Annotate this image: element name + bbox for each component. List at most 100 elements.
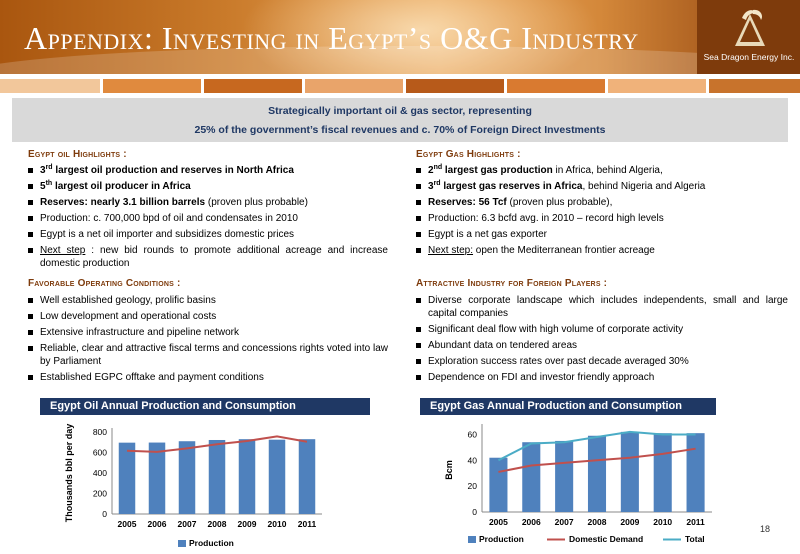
oil-bar-2007 [178, 441, 196, 514]
bullet-icon [28, 314, 33, 319]
oil-x-tick-label: 2008 [208, 519, 227, 529]
oil-highlights-list: 3rd largest oil production and reserves … [28, 164, 388, 273]
gas-x-tick-label: 2010 [653, 517, 672, 527]
bullet-icon [416, 343, 421, 348]
gas-highlights-list: 2nd largest gas production in Africa, be… [416, 164, 788, 260]
list-item: 2nd largest gas production in Africa, be… [416, 164, 788, 177]
sea-dragon-logo-icon [735, 9, 765, 46]
list-item: Well established geology, prolific basin… [28, 294, 388, 307]
bullet-icon [28, 184, 33, 189]
industry-title: Attractive Industry for Foreign Players … [416, 278, 608, 289]
oil-x-tick-label: 2005 [118, 519, 137, 529]
list-item: Next step: open the Mediterranean fronti… [416, 244, 788, 257]
list-item: 3rd largest oil production and reserves … [28, 164, 388, 177]
oil-bar-2011 [298, 439, 316, 514]
oil-x-tick-label: 2011 [298, 519, 317, 529]
oil-legend-label: Production [189, 538, 234, 548]
oil-x-tick-label: 2007 [178, 519, 197, 529]
list-item: Reserves: nearly 3.1 billion barrels (pr… [28, 196, 388, 209]
color-stripe-1 [0, 79, 100, 93]
oil-y-axis-title: Thousands bbl per day [64, 424, 74, 523]
list-item: Exploration success rates over past deca… [416, 355, 788, 368]
gas-bar-2009 [620, 431, 639, 512]
bullet-icon [28, 330, 33, 335]
color-stripe-5 [406, 79, 504, 93]
bullet-icon [28, 375, 33, 380]
bullet-icon [416, 168, 421, 173]
oil-production-chart: Thousands bbl per day 0 200 400 600 800 2005 20… [64, 424, 322, 548]
key-message-banner: Strategically important oil & gas sector… [12, 98, 788, 142]
gas-x-tick-label: 2008 [588, 517, 607, 527]
conditions-title: Favorable Operating Conditions : [28, 278, 181, 289]
list-item: Diverse corporate landscape which includ… [416, 294, 788, 320]
gas-y-tick-label: 0 [472, 507, 477, 517]
color-stripe-2 [103, 79, 201, 93]
oil-bar-2010 [268, 439, 286, 514]
oil-line-consumption [126, 435, 308, 453]
gas-x-tick-label: 2006 [522, 517, 541, 527]
color-stripe-8 [709, 79, 800, 93]
oil-highlights-title: Egypt oil Highlights : [28, 149, 127, 160]
list-item: Production: 6.3 bcfd avg. in 2010 – reco… [416, 212, 788, 225]
bullet-icon [416, 184, 421, 189]
list-item: Significant deal flow with high volume o… [416, 323, 788, 336]
bullet-icon [28, 216, 33, 221]
bullet-icon [416, 327, 421, 332]
color-stripe-6 [507, 79, 605, 93]
gas-chart-title: Egypt Gas Annual Production and Consumpt… [420, 398, 716, 415]
gas-line-domestic-demand [498, 447, 696, 473]
gas-line-total [497, 430, 696, 462]
gas-y-axis-title: Bcm [444, 460, 454, 480]
color-stripe-7 [608, 79, 706, 93]
gas-x-tick-label: 2009 [620, 517, 639, 527]
bullet-icon [416, 232, 421, 237]
gas-bar-2007 [555, 440, 574, 512]
oil-y-tick-label: 200 [93, 489, 107, 499]
header-banner [0, 0, 800, 74]
gas-y-tick-label: 20 [468, 481, 478, 491]
gas-legend-label: Total [685, 534, 705, 544]
bullet-icon [416, 248, 421, 253]
oil-x-tick-label: 2010 [268, 519, 287, 529]
bullet-icon [416, 216, 421, 221]
list-item: Reliable, clear and attractive fiscal te… [28, 342, 388, 368]
page-number: 18 [760, 524, 771, 534]
oil-x-tick-label: 2009 [238, 519, 257, 529]
gas-bar-2005 [489, 457, 508, 512]
gas-production-chart: Bcm 0 20 40 60 2005 2006 2007 2008 2009 2010 2011 Pr… [444, 424, 712, 544]
list-item: Established EGPC offtake and payment con… [28, 371, 388, 384]
gas-bar-2008 [587, 435, 607, 512]
list-item: Next step : new bid rounds to promote ad… [28, 244, 388, 270]
banner-line-2: 25% of the government’s fiscal revenues … [194, 124, 606, 136]
conditions-list: Well established geology, prolific basin… [28, 294, 388, 387]
logo-text: Sea Dragon Energy Inc. [703, 52, 795, 62]
bullet-icon [28, 248, 33, 253]
oil-y-tick-label: 400 [93, 468, 107, 478]
gas-legend-label: Domestic Demand [569, 534, 643, 544]
oil-bar-2009 [238, 439, 256, 514]
gas-bar-2011 [686, 433, 705, 512]
gas-y-tick-label: 40 [468, 455, 478, 465]
list-item: Reserves: 56 Tcf (proven plus probable), [416, 196, 788, 209]
oil-bar-2008 [208, 439, 226, 514]
list-item: Egypt is a net gas exporter [416, 228, 788, 241]
list-item: Production: c. 700,000 bpd of oil and co… [28, 212, 388, 225]
gas-legend-label: Production [479, 534, 524, 544]
list-item: Egypt is a net oil importer and subsidiz… [28, 228, 388, 241]
banner-line-1: Strategically important oil & gas sector… [268, 105, 532, 117]
gas-x-tick-label: 2011 [686, 517, 705, 527]
industry-list: Diverse corporate landscape which includ… [416, 294, 788, 387]
gas-highlights-title: Egypt Gas Highlights : [416, 149, 521, 160]
bullet-icon [416, 298, 421, 303]
bullet-icon [416, 200, 421, 205]
gas-x-tick-label: 2005 [489, 517, 508, 527]
color-stripe-4 [305, 79, 403, 93]
bullet-icon [28, 200, 33, 205]
color-stripe-3 [204, 79, 302, 93]
header-glow [240, 0, 600, 74]
oil-y-tick-label: 0 [102, 509, 107, 519]
page-title: Appendix: Investing in Egypt’s O&G Indus… [24, 20, 639, 56]
bullet-icon [28, 232, 33, 237]
bullet-icon [28, 168, 33, 173]
bullet-icon [416, 375, 421, 380]
